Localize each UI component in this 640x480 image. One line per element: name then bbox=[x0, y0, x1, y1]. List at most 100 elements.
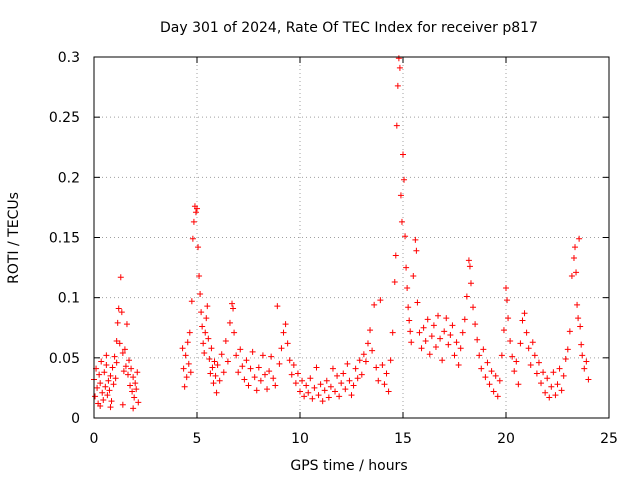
data-point bbox=[482, 374, 489, 381]
data-point bbox=[500, 327, 507, 334]
data-point bbox=[186, 329, 193, 336]
data-point bbox=[346, 377, 353, 384]
data-point bbox=[334, 372, 341, 379]
data-point bbox=[117, 274, 124, 281]
data-point bbox=[568, 273, 575, 280]
data-point bbox=[104, 392, 111, 399]
data-point bbox=[134, 369, 141, 376]
y-tick-label: 0.05 bbox=[49, 351, 80, 367]
data-point bbox=[447, 331, 454, 338]
data-point bbox=[414, 299, 421, 306]
data-point bbox=[276, 360, 283, 367]
data-point bbox=[185, 360, 192, 367]
data-point bbox=[560, 372, 567, 379]
data-point bbox=[329, 365, 336, 372]
grid-lines bbox=[94, 57, 609, 418]
data-point bbox=[114, 319, 121, 326]
data-point bbox=[131, 394, 138, 401]
data-point bbox=[377, 297, 384, 304]
data-point bbox=[249, 348, 256, 355]
data-point bbox=[340, 370, 347, 377]
data-point bbox=[513, 358, 520, 365]
data-point bbox=[575, 315, 582, 322]
data-point bbox=[255, 364, 262, 371]
data-point bbox=[585, 376, 592, 383]
data-point bbox=[113, 359, 120, 366]
data-point bbox=[350, 382, 357, 389]
data-point bbox=[521, 310, 528, 317]
data-point bbox=[336, 393, 343, 400]
data-point bbox=[110, 381, 117, 388]
x-tick-labels: 0 5 10 15 20 25 bbox=[90, 431, 618, 447]
data-point bbox=[119, 401, 126, 408]
x-tick-label: 5 bbox=[193, 431, 202, 447]
data-point bbox=[412, 236, 419, 243]
data-point bbox=[416, 329, 423, 336]
data-point bbox=[107, 372, 114, 379]
data-point bbox=[307, 375, 314, 382]
data-point bbox=[428, 333, 435, 340]
data-point bbox=[247, 365, 254, 372]
data-point bbox=[401, 176, 408, 183]
data-point bbox=[181, 383, 188, 390]
data-point bbox=[511, 368, 518, 375]
data-point bbox=[556, 365, 563, 372]
data-point bbox=[466, 263, 473, 270]
data-point bbox=[245, 382, 252, 389]
data-point bbox=[203, 315, 210, 322]
data-point bbox=[123, 321, 130, 328]
data-point bbox=[259, 352, 266, 359]
data-point bbox=[407, 328, 414, 335]
data-point bbox=[211, 358, 218, 365]
data-point bbox=[229, 300, 236, 307]
data-point bbox=[212, 372, 219, 379]
data-point bbox=[367, 327, 374, 334]
data-point bbox=[358, 371, 365, 378]
data-point bbox=[199, 323, 206, 330]
data-point bbox=[206, 356, 213, 363]
data-point bbox=[418, 345, 425, 352]
data-point bbox=[465, 257, 472, 264]
data-point bbox=[352, 365, 359, 372]
data-point bbox=[313, 364, 320, 371]
data-point bbox=[231, 329, 238, 336]
data-point bbox=[554, 381, 561, 388]
data-point bbox=[257, 377, 264, 384]
data-point bbox=[486, 381, 493, 388]
data-point bbox=[94, 384, 101, 391]
data-point bbox=[220, 369, 227, 376]
data-point bbox=[195, 244, 202, 251]
data-point bbox=[467, 280, 474, 287]
data-point bbox=[226, 319, 233, 326]
data-point bbox=[373, 364, 380, 371]
data-point bbox=[397, 192, 404, 199]
data-point bbox=[570, 254, 577, 261]
data-point bbox=[189, 235, 196, 242]
data-point bbox=[392, 252, 399, 259]
data-point bbox=[430, 322, 437, 329]
data-point bbox=[583, 358, 590, 365]
data-point bbox=[105, 377, 112, 384]
data-point bbox=[133, 386, 140, 393]
data-point bbox=[129, 388, 136, 395]
data-point bbox=[303, 382, 310, 389]
data-point bbox=[233, 352, 240, 359]
data-point bbox=[573, 269, 580, 276]
data-point bbox=[216, 377, 223, 384]
data-point bbox=[108, 398, 115, 405]
data-point bbox=[439, 357, 446, 364]
x-tick-label: 15 bbox=[394, 431, 412, 447]
data-point bbox=[107, 404, 114, 411]
data-point bbox=[578, 341, 585, 348]
data-point bbox=[301, 393, 308, 400]
data-point bbox=[496, 377, 503, 384]
y-tick-label: 0 bbox=[71, 411, 80, 427]
data-point bbox=[294, 370, 301, 377]
data-point bbox=[311, 384, 318, 391]
data-point bbox=[112, 375, 119, 382]
data-point bbox=[179, 345, 186, 352]
data-point bbox=[235, 369, 242, 376]
data-point bbox=[214, 362, 221, 369]
x-tick-label: 10 bbox=[291, 431, 309, 447]
data-point bbox=[529, 339, 536, 346]
